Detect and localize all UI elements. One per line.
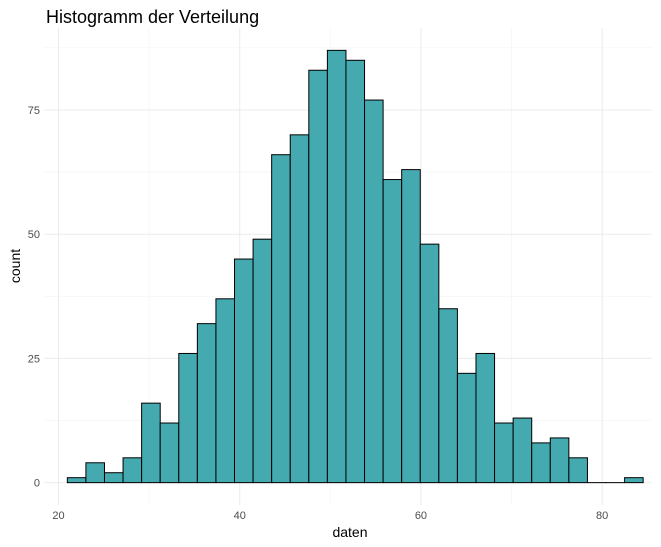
x-axis-title: daten	[332, 524, 367, 540]
y-tick-label: 50	[28, 229, 40, 241]
histogram-bar	[345, 59, 366, 484]
histogram-bar	[475, 352, 496, 484]
histogram-bar	[103, 472, 124, 484]
histogram-bar	[364, 99, 384, 484]
histogram-bar	[568, 457, 588, 484]
histogram-bar	[456, 372, 477, 484]
histogram-bar	[512, 417, 533, 484]
histogram-bar	[326, 49, 347, 484]
histogram-bar	[196, 323, 217, 484]
x-tick-label: 20	[52, 510, 64, 522]
bars	[66, 49, 644, 484]
x-tick-label: 40	[234, 510, 246, 522]
histogram-bar	[178, 352, 198, 484]
histogram-bar	[252, 238, 273, 484]
histogram-bar	[624, 477, 644, 484]
histogram-bar	[419, 243, 440, 484]
histogram-bar	[234, 258, 254, 484]
chart-title: Histogramm der Verteilung	[46, 7, 259, 27]
histogram-bar	[271, 154, 291, 484]
histogram-bar	[494, 422, 514, 484]
histogram-bar	[382, 179, 403, 484]
y-tick-label: 75	[28, 105, 40, 117]
y-axis-ticks: 0 25 50 75	[28, 105, 40, 490]
histogram-bar	[122, 457, 143, 484]
histogram-bar	[531, 442, 551, 484]
histogram-bar	[438, 308, 458, 484]
histogram-bar	[215, 298, 236, 484]
histogram-bar	[85, 462, 105, 484]
x-tick-label: 60	[415, 510, 427, 522]
histogram-bar	[141, 402, 161, 484]
histogram-bar	[289, 134, 310, 484]
histogram-bar	[159, 422, 180, 484]
x-axis-ticks: 20 40 60 80	[52, 510, 608, 522]
y-tick-label: 0	[34, 478, 40, 490]
histogram-bar	[401, 169, 421, 484]
y-axis-title: count	[7, 249, 23, 283]
y-tick-label: 25	[28, 353, 40, 365]
histogram-bar	[66, 477, 87, 484]
x-tick-label: 80	[596, 510, 608, 522]
histogram-bar	[549, 437, 570, 484]
histogram-bar	[308, 69, 328, 484]
